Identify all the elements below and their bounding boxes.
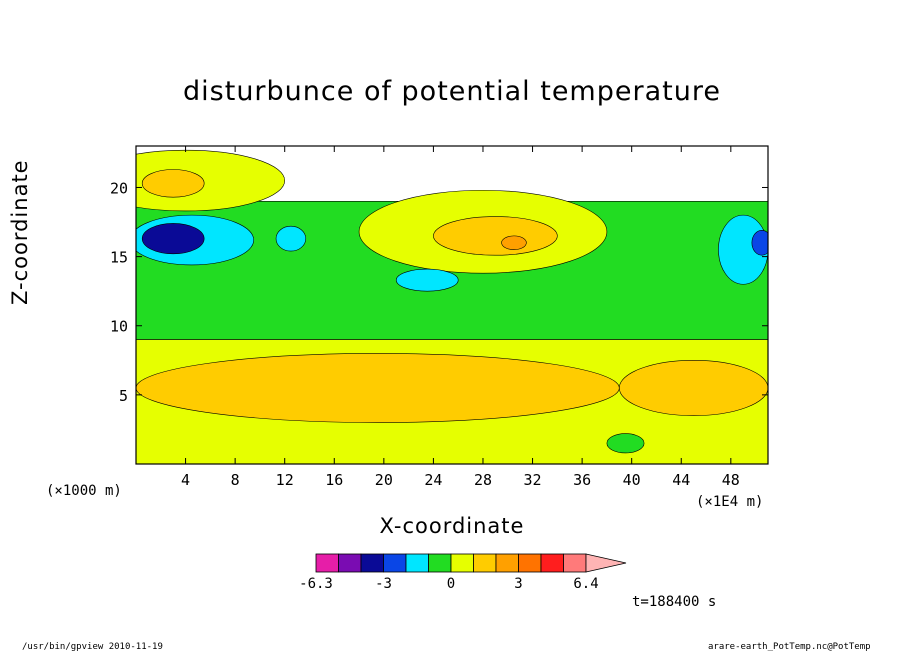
x-tick-label: 36: [573, 471, 591, 489]
contour-region-blue-neg2: [751, 230, 768, 256]
contour-region-orange-2: [141, 169, 205, 198]
x-unit-left: (×1000 m): [46, 483, 122, 499]
plot-frame: [135, 145, 769, 465]
x-tick-label: 40: [623, 471, 641, 489]
colorbar: -6.3 -3 0 3 6.4: [299, 553, 627, 592]
colorbar-swatch: [405, 553, 429, 573]
x-tick-label: 48: [722, 471, 740, 489]
y-tick-label: 5: [119, 387, 128, 405]
contour-region-cyan-neg1: [718, 214, 768, 285]
x-unit-right: (×1E4 m): [696, 494, 764, 510]
colorbar-swatch: [450, 553, 474, 573]
x-axis-label: X-coordinate: [379, 514, 525, 538]
contour-region-orange-3: [501, 235, 527, 250]
colorbar-label: -6.3: [299, 576, 333, 592]
x-tick-label: 12: [276, 471, 294, 489]
time-label: t=188400 s: [632, 594, 717, 610]
y-axis: 5 10 15 20: [110, 179, 768, 405]
footer-left: /usr/bin/gpview 2010-11-19: [22, 642, 163, 652]
contour-region-orange-2: [619, 360, 768, 416]
colorbar-swatch: [563, 553, 587, 573]
chart-title: disturbunce of potential temperature: [183, 76, 721, 107]
x-tick-label: 28: [474, 471, 492, 489]
y-tick-label: 10: [110, 318, 128, 336]
colorbar-label: 3: [514, 576, 522, 592]
colorbar-swatch: [540, 553, 564, 573]
contour-region-orange-2: [433, 216, 558, 256]
contour-region-orange-2: [136, 353, 620, 423]
y-tick-label: 20: [110, 179, 128, 197]
x-axis: 4 8 12 16 20 24 28 32 36 40 44 48: [181, 146, 740, 489]
x-tick-label: 20: [375, 471, 393, 489]
x-tick-label: 8: [231, 471, 240, 489]
colorbar-swatch: [315, 553, 339, 573]
colorbar-extend-arrow: [585, 553, 627, 573]
x-tick-label: 32: [524, 471, 542, 489]
colorbar-swatch: [495, 553, 519, 573]
colorbar-swatch: [383, 553, 407, 573]
colorbar-label: -3: [375, 576, 392, 592]
colorbar-label: 0: [447, 576, 455, 592]
x-tick-label: 16: [325, 471, 343, 489]
colorbar-swatch: [518, 553, 542, 573]
colorbar-swatch: [338, 553, 362, 573]
colorbar-swatch: [473, 553, 497, 573]
x-tick-label: 4: [181, 471, 190, 489]
x-tick-label: 24: [424, 471, 442, 489]
contour-region-cyan-neg1: [275, 225, 307, 252]
y-tick-label: 15: [110, 249, 128, 267]
x-tick-label: 44: [672, 471, 690, 489]
y-axis-label: Z-coordinate: [8, 159, 32, 305]
contour-region-cyan-neg1: [395, 268, 459, 292]
footer-right: arare-earth_PotTemp.nc@PotTemp: [708, 642, 871, 652]
contour-field: [136, 149, 768, 464]
colorbar-label: 6.4: [573, 576, 598, 592]
contour-region-green-0: [606, 433, 645, 454]
colorbar-swatch: [428, 553, 452, 573]
contour-region-blue-neg3: [141, 223, 205, 255]
colorbar-swatch: [360, 553, 384, 573]
